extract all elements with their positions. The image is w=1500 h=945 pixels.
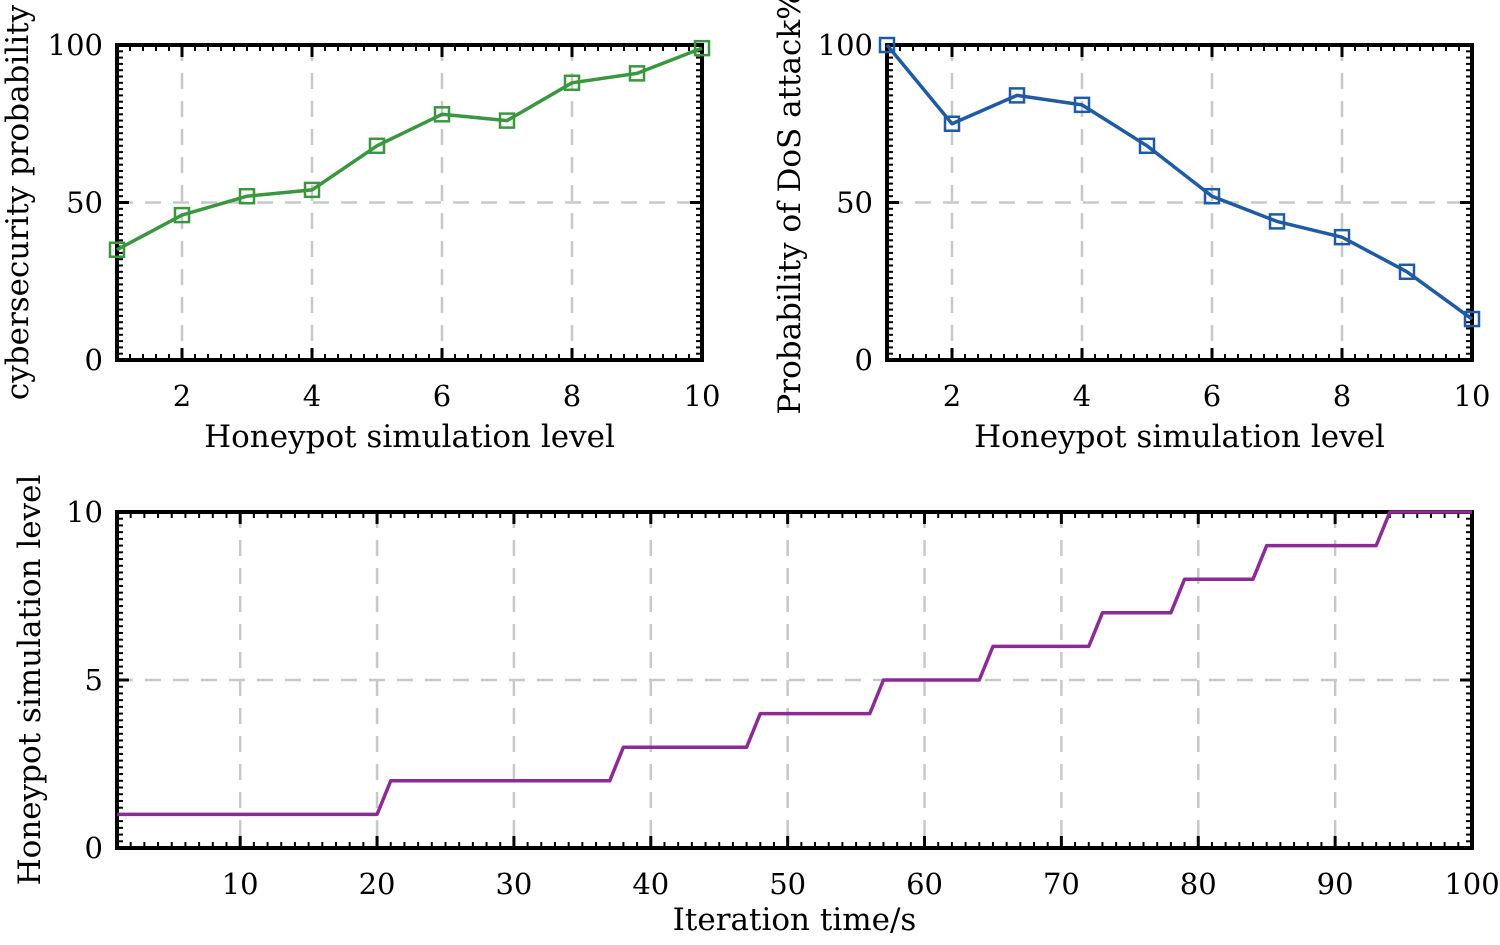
chart-honeypot-level-over-time: 10 20 30 40 50 60 70 80 90 100 0 5 10 Iteration time/…	[12, 475, 1500, 938]
x-tick-label: 10	[684, 379, 721, 413]
data-point-marker	[1463, 310, 1481, 328]
x-tick-label: 4	[1073, 379, 1091, 413]
data-point-marker	[173, 206, 191, 224]
data-point-marker	[433, 106, 451, 123]
x-axis-label: Iteration time/s	[673, 902, 917, 938]
data-point-marker	[563, 74, 581, 92]
x-tick-label: 40	[632, 867, 669, 901]
data-point-marker	[1268, 213, 1286, 230]
x-tick-label: 6	[1203, 379, 1221, 413]
x-tick-label: 20	[359, 867, 396, 901]
data-point-marker	[1073, 96, 1091, 114]
data-point-marker	[368, 137, 386, 155]
data-point-marker	[108, 241, 126, 258]
plot-frame	[885, 43, 1474, 362]
data-point-marker	[498, 112, 516, 129]
data-point-marker	[1398, 263, 1416, 281]
data-point-marker	[1203, 187, 1221, 205]
x-tick-label: 10	[222, 867, 259, 901]
y-tick-label: 100	[48, 28, 103, 62]
y-axis-label: Probability of DoS attack%	[772, 0, 808, 415]
y-tick-label: 10	[66, 495, 103, 529]
data-point-marker	[1008, 87, 1026, 104]
data-point-marker	[943, 115, 961, 132]
series-line	[885, 43, 1474, 321]
y-tick-label: 100	[818, 28, 873, 62]
x-tick-label: 100	[1444, 867, 1499, 901]
y-axis-label: Honeypot simulation level	[12, 475, 48, 886]
x-tick-label: 2	[943, 379, 961, 413]
x-tick-label: 50	[769, 867, 806, 901]
y-tick-label: 5	[85, 663, 103, 697]
data-point-marker	[628, 65, 646, 82]
data-point-marker	[693, 39, 711, 57]
x-tick-label: 80	[1180, 867, 1217, 901]
x-tick-label: 8	[563, 379, 581, 413]
data-point-marker	[303, 181, 321, 199]
x-tick-label: 90	[1317, 867, 1354, 901]
x-tick-label: 60	[906, 867, 943, 901]
x-tick-label: 6	[433, 379, 451, 413]
y-tick-label: 0	[855, 343, 873, 377]
data-point-marker	[1138, 137, 1156, 155]
x-tick-label: 70	[1043, 867, 1080, 901]
plot-frame	[115, 43, 704, 362]
x-tick-label: 30	[495, 867, 532, 901]
series-line	[116, 46, 703, 252]
y-tick-label: 50	[66, 186, 103, 220]
y-tick-label: 50	[836, 186, 873, 220]
x-tick-label: 2	[173, 379, 191, 413]
plot-frame	[115, 510, 1474, 850]
x-tick-label: 8	[1333, 379, 1351, 413]
y-tick-label: 0	[85, 343, 103, 377]
data-point-marker	[1333, 228, 1351, 246]
x-axis-label: Honeypot simulation level	[204, 419, 615, 455]
data-point-marker	[238, 187, 256, 205]
x-tick-label: 4	[303, 379, 321, 413]
series-line	[117, 510, 1472, 817]
x-axis-label: Honeypot simulation level	[974, 419, 1385, 455]
x-tick-label: 10	[1454, 379, 1491, 413]
y-axis-label: cybersecurity probability	[0, 4, 36, 400]
y-tick-label: 0	[85, 831, 103, 865]
data-point-marker	[878, 36, 896, 54]
